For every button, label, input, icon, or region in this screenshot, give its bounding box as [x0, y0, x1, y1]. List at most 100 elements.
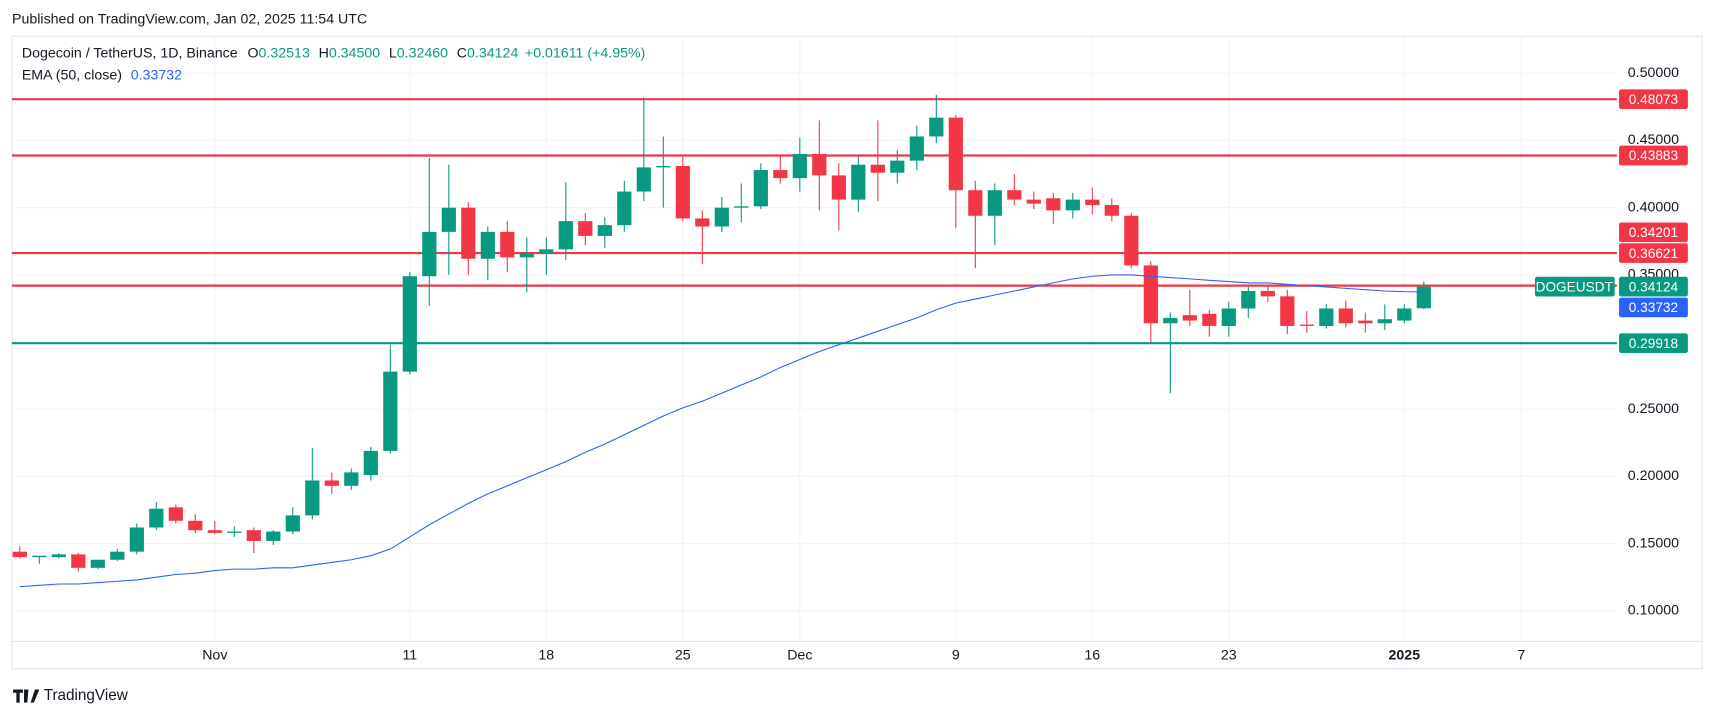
candle-body — [227, 531, 242, 533]
candle-body — [90, 559, 105, 568]
candle-body — [12, 551, 27, 558]
candle-body — [363, 450, 378, 476]
candle-body — [500, 231, 515, 258]
candle-body — [851, 164, 866, 200]
candle-body — [1202, 313, 1217, 326]
y-tick-label: 0.15000 — [1628, 535, 1679, 551]
x-tick-label: 2025 — [1389, 647, 1421, 663]
candle-body — [578, 221, 593, 236]
ohlc-value: 0.32460 — [397, 45, 448, 61]
price-tag-label: 0.34201 — [1629, 225, 1678, 240]
y-tick-label: 0.45000 — [1628, 132, 1679, 148]
candle-body — [1416, 286, 1431, 309]
plot — [12, 94, 1617, 588]
candle-body — [71, 554, 86, 568]
candle-body — [1143, 265, 1158, 324]
change: +0.01611 (+4.95%) — [525, 45, 645, 61]
x-tick-label: 16 — [1084, 647, 1100, 663]
candle-body — [1221, 308, 1236, 326]
candle-body — [461, 207, 476, 259]
ema-value: 0.33732 — [131, 67, 182, 83]
candle-body — [246, 530, 261, 541]
candle-body — [324, 480, 339, 486]
price-tag — [1619, 297, 1688, 318]
ohlc-key: H — [319, 45, 329, 61]
candle-body — [441, 207, 456, 232]
candle-body — [207, 530, 222, 533]
x-tick-label: Nov — [202, 647, 228, 663]
price-tag — [1619, 276, 1688, 297]
candle-body — [812, 153, 827, 176]
candle-body — [1397, 308, 1412, 321]
candle-body — [32, 555, 47, 558]
candle-body — [1377, 319, 1392, 324]
ema-line — [19, 274, 1424, 588]
x-tick-label: 23 — [1221, 647, 1237, 663]
candle-body — [1182, 315, 1197, 321]
candle-body — [870, 164, 885, 173]
candle-body — [597, 225, 612, 236]
chart-frame — [11, 35, 1703, 670]
candle-body — [831, 175, 846, 200]
y-tick-label: 0.25000 — [1628, 401, 1679, 417]
price-tag-label: 0.48073 — [1629, 92, 1678, 107]
price-tag — [1619, 333, 1688, 353]
candle-body — [675, 166, 690, 219]
y-tick-label: 0.50000 — [1628, 65, 1679, 81]
grid — [12, 36, 1617, 642]
candle-body — [51, 554, 66, 558]
candle-body — [188, 520, 203, 531]
candle-body — [266, 531, 281, 541]
candle-body — [1260, 290, 1275, 297]
ohlc-value: 0.32513 — [259, 45, 310, 61]
price-tag — [1619, 243, 1688, 263]
ema-name: EMA (50, close) — [22, 67, 122, 83]
candle-body — [792, 153, 807, 179]
price-tag — [1619, 145, 1688, 166]
candle-body — [285, 515, 300, 532]
candle-body — [558, 221, 573, 250]
legend-ema: EMA (50, close) 0.33732 — [22, 67, 182, 83]
candle-body — [519, 253, 534, 258]
y-tick-label: 0.10000 — [1628, 603, 1679, 619]
candle-body — [734, 206, 749, 208]
candle-body — [968, 190, 983, 216]
legend-main: Dogecoin / TetherUS, 1D, Binance O0.32513… — [22, 45, 645, 61]
candle-body — [1280, 296, 1295, 326]
candle-body — [1299, 324, 1314, 326]
candle-body — [1007, 190, 1022, 200]
published-note: Published on TradingView.com, Jan 02, 20… — [12, 12, 367, 28]
ohlc-value: 0.34500 — [329, 45, 380, 61]
candle-body — [383, 371, 398, 451]
candle-body — [1026, 199, 1041, 204]
candle-body — [948, 117, 963, 191]
price-tag-label: 0.33732 — [1629, 300, 1678, 315]
x-tick-label: 9 — [952, 647, 960, 663]
candle-body — [636, 167, 651, 192]
ohlc-key: O — [248, 45, 259, 61]
x-tick-label: 7 — [1517, 647, 1525, 663]
y-tick-label: 0.40000 — [1628, 199, 1679, 215]
logo-icon — [13, 689, 40, 703]
price-tag-label: 0.34124 — [1629, 279, 1679, 294]
candle-body — [168, 507, 183, 521]
x-tick-label: 18 — [538, 647, 554, 663]
ohlc-key: C — [457, 45, 467, 61]
symbol-tag-label: DOGEUSDT — [1536, 279, 1614, 294]
candle-body — [149, 508, 164, 528]
footer-logo: TradingView — [13, 687, 129, 704]
candle-body — [987, 190, 1002, 216]
y-tick-label: 0.20000 — [1628, 468, 1679, 484]
candle-body — [714, 207, 729, 227]
candle-body — [110, 551, 125, 560]
candle-body — [1163, 317, 1178, 324]
ohlc-value: 0.34124 — [467, 45, 518, 61]
x-tick-label: 25 — [675, 647, 691, 663]
price-tag-label: 0.36621 — [1629, 246, 1678, 261]
footer-text: TradingView — [44, 687, 129, 704]
candle-body — [656, 166, 671, 168]
price-tag — [1619, 222, 1688, 243]
candle-body — [1065, 199, 1080, 211]
candle-body — [929, 117, 944, 137]
